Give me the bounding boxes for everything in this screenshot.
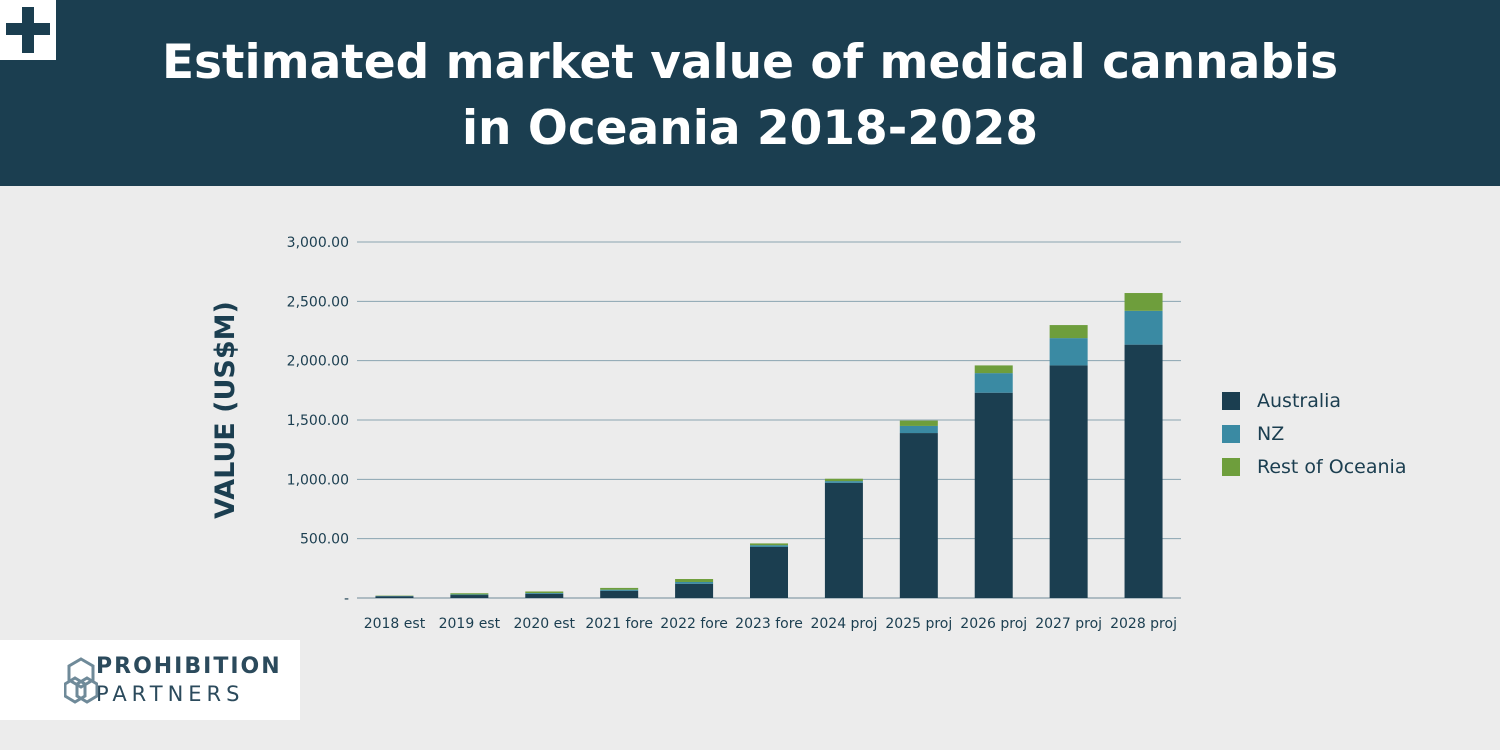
x-tick-label: 2026 proj	[960, 616, 1027, 632]
bar-segment-nz	[1049, 338, 1088, 366]
bar-segment-rest-of-oceania	[525, 591, 564, 594]
bar-segment-nz	[450, 594, 489, 596]
bar-segment-australia	[899, 433, 938, 598]
y-tick-label: 3,000.00	[287, 235, 349, 251]
bar-segment-nz	[675, 581, 714, 584]
brand-name-line-2: PARTNERS	[96, 682, 245, 706]
bar-segment-australia	[600, 590, 639, 598]
y-tick-label: 2,000.00	[287, 354, 349, 370]
legend-item-rest-of-oceania: Rest of Oceania	[1222, 450, 1406, 483]
y-axis-ticks: - 500.00 1,000.00 1,500.00 2,000.00 2,500.00 3…	[287, 235, 349, 607]
y-tick-label: 2,500.00	[287, 294, 349, 310]
bars	[375, 293, 1163, 598]
page-title: Estimated market value of medical cannab…	[80, 30, 1420, 162]
bar-segment-australia	[974, 392, 1013, 598]
legend-item-australia: Australia	[1222, 384, 1406, 417]
bar-segment-rest-of-oceania	[750, 543, 788, 546]
bar-segment-australia	[525, 593, 564, 598]
legend-swatch-rest-of-oceania	[1222, 457, 1240, 476]
bar-segment-australia	[750, 546, 788, 598]
bar-segment-australia	[1124, 344, 1163, 598]
bar-segment-nz	[899, 425, 938, 434]
x-tick-label: 2023 fore	[735, 616, 803, 632]
x-tick-label: 2018 est	[364, 616, 426, 632]
bar-segment-rest-of-oceania	[1124, 293, 1163, 311]
bar-segment-australia	[450, 595, 489, 598]
x-tick-label: 2020 est	[514, 616, 576, 632]
legend-swatch-australia	[1222, 391, 1240, 410]
x-tick-label: 2025 proj	[885, 616, 952, 632]
bar-segment-nz	[974, 373, 1013, 393]
bar-segment-rest-of-oceania	[1049, 325, 1088, 339]
bar-segment-rest-of-oceania	[450, 593, 489, 595]
bar-segment-nz	[525, 593, 564, 594]
bar-segment-rest-of-oceania	[600, 587, 639, 590]
brand-logo: PROHIBITION PARTNERS	[0, 640, 300, 720]
bar-segment-rest-of-oceania	[899, 420, 938, 426]
bar-segment-nz	[824, 481, 863, 483]
title-line-1: Estimated market value of medical cannab…	[161, 35, 1339, 90]
legend-label-australia: Australia	[1257, 389, 1342, 412]
legend-swatch-nz	[1222, 424, 1240, 443]
legend-label-rest-of-oceania: Rest of Oceania	[1257, 455, 1407, 478]
header-banner: Estimated market value of medical cannab…	[0, 0, 1500, 186]
x-tick-label: 2019 est	[439, 616, 501, 632]
bar-segment-australia	[1049, 365, 1088, 598]
legend-label-nz: NZ	[1257, 422, 1285, 445]
bar-segment-australia	[675, 583, 714, 598]
y-tick-label: 1,500.00	[287, 413, 349, 429]
brand-name-line-1: PROHIBITION	[96, 654, 282, 679]
y-tick-label: 1,000.00	[287, 472, 349, 488]
y-tick-label: -	[344, 591, 349, 607]
gridlines	[357, 241, 1181, 599]
bar-segment-nz	[1124, 310, 1163, 345]
plus-icon	[0, 0, 56, 60]
bar-segment-nz	[600, 589, 639, 591]
title-line-2: in Oceania 2018-2028	[461, 101, 1039, 156]
bar-segment-nz	[750, 545, 788, 547]
legend-item-nz: NZ	[1222, 417, 1406, 450]
x-tick-label: 2024 proj	[810, 616, 877, 632]
x-tick-label: 2021 fore	[585, 616, 653, 632]
bar-segment-rest-of-oceania	[974, 365, 1013, 374]
y-tick-label: 500.00	[300, 532, 349, 548]
x-tick-label: 2022 fore	[660, 616, 728, 632]
legend: Australia NZ Rest of Oceania	[1222, 384, 1406, 483]
hexagon-logo-icon	[64, 657, 98, 704]
y-axis-label: VALUE (US$M)	[210, 301, 241, 519]
x-tick-label: 2028 proj	[1110, 616, 1177, 632]
bar-segment-australia	[375, 596, 414, 598]
x-tick-label: 2027 proj	[1035, 616, 1102, 632]
x-axis-ticks: 2018 est 2019 est 2020 est 2021 fore 2022 fo…	[364, 616, 1177, 632]
bar-segment-rest-of-oceania	[824, 478, 863, 482]
bar-segment-australia	[824, 482, 863, 598]
bar-segment-rest-of-oceania	[675, 579, 714, 582]
